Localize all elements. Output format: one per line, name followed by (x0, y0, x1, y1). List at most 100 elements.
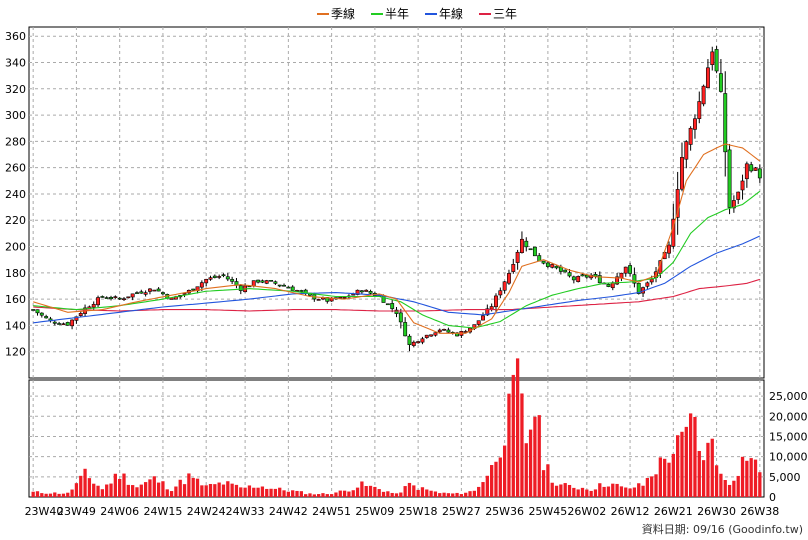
volume-bar (247, 485, 252, 497)
volume-bar (658, 457, 662, 497)
volume-bar (221, 484, 226, 497)
volume-bar (217, 482, 221, 497)
volume-bar (195, 478, 200, 497)
volume-bar (753, 459, 758, 497)
candle-body (632, 274, 637, 284)
candle-body (212, 275, 217, 278)
price-tick-label: 340 (5, 56, 26, 69)
volume-bar (83, 468, 87, 497)
candle (693, 114, 697, 139)
candle-body (256, 279, 261, 283)
volume-bar (286, 491, 291, 497)
candle-body (152, 289, 157, 292)
volume-bar (312, 494, 316, 497)
candle-body (693, 118, 697, 130)
volume-bar (619, 486, 624, 497)
volume-bar (126, 484, 130, 497)
candle (225, 273, 230, 282)
volume-bar (182, 484, 187, 497)
volume-bar (139, 484, 143, 497)
volume-bar (299, 491, 303, 497)
candle (148, 288, 152, 295)
candle-body (394, 309, 399, 314)
volume-bar (122, 473, 126, 497)
price-plot-frame (28, 26, 765, 379)
candle (117, 297, 122, 300)
candle (403, 317, 408, 337)
candle (342, 297, 347, 299)
candle (680, 142, 684, 192)
candle-body (160, 292, 165, 295)
candle-body (628, 265, 633, 274)
candle (221, 273, 226, 278)
candle-body (680, 157, 684, 190)
candle-body (597, 275, 602, 284)
volume-bar (528, 429, 533, 497)
candle-body (403, 322, 408, 337)
price-tick-label: 120 (5, 346, 26, 359)
volume-bar (546, 464, 550, 497)
x-tick-label: 25W09 (355, 505, 394, 518)
candle (286, 286, 291, 289)
volume-bar (572, 487, 576, 497)
candle (667, 241, 671, 259)
x-tick-label: 26W21 (654, 505, 693, 518)
candle (528, 248, 533, 251)
volume-bar (429, 490, 433, 497)
candle (204, 278, 209, 287)
price-tick-label: 300 (5, 109, 26, 122)
volume-bar (472, 490, 477, 497)
volume-bar (105, 484, 109, 497)
candle (130, 293, 135, 301)
volume-bar (567, 484, 572, 497)
volume-panel: 0 5,000 10,000 15,000 20,000 25,000 (28, 358, 808, 504)
x-tick-label: 25W18 (399, 505, 438, 518)
candle-body (35, 309, 40, 314)
candle-body (139, 291, 144, 294)
price-tick-label: 280 (5, 135, 26, 148)
volume-bar (442, 492, 446, 497)
candle (740, 174, 745, 200)
candle-body (736, 191, 741, 200)
volume-bar (637, 483, 641, 497)
candle (705, 59, 710, 88)
legend-label: 半年 (385, 7, 409, 21)
candle (519, 231, 524, 254)
volume-bar (161, 481, 165, 497)
candle (511, 258, 516, 274)
candle (411, 340, 416, 348)
volume-bar (533, 416, 537, 497)
volume-bar (79, 475, 83, 497)
volume-bar (580, 487, 585, 497)
candle (645, 281, 650, 289)
candle (160, 291, 165, 296)
candle (212, 274, 217, 279)
candle-body (645, 282, 650, 287)
volume-bar (611, 483, 615, 497)
price-tick-label: 260 (5, 162, 26, 175)
ma-three-year-line (33, 278, 760, 312)
candle-body (684, 141, 689, 160)
candle-body (238, 285, 243, 291)
volume-bar (416, 489, 420, 497)
candle-body (109, 297, 113, 300)
volume-bar (178, 479, 182, 497)
x-tick-label: 25W27 (442, 505, 481, 518)
candle-body (580, 274, 585, 277)
candle-body (78, 313, 83, 316)
volume-bar (386, 491, 390, 497)
volume-bar (615, 483, 619, 497)
volume-bar (208, 483, 213, 497)
candle-body (39, 312, 44, 316)
price-tick-label: 180 (5, 267, 26, 280)
legend-item: 半年 (371, 7, 409, 21)
candle (407, 334, 412, 352)
x-tick-label: 26W02 (567, 505, 606, 518)
price-tick-label: 240 (5, 188, 26, 201)
volume-bar (589, 490, 593, 497)
volume-bar (390, 492, 394, 497)
x-tick-label: 25W45 (528, 505, 567, 518)
volume-tick-label: 5,000 (769, 471, 801, 484)
volume-bar (239, 487, 243, 497)
candle (35, 309, 40, 316)
